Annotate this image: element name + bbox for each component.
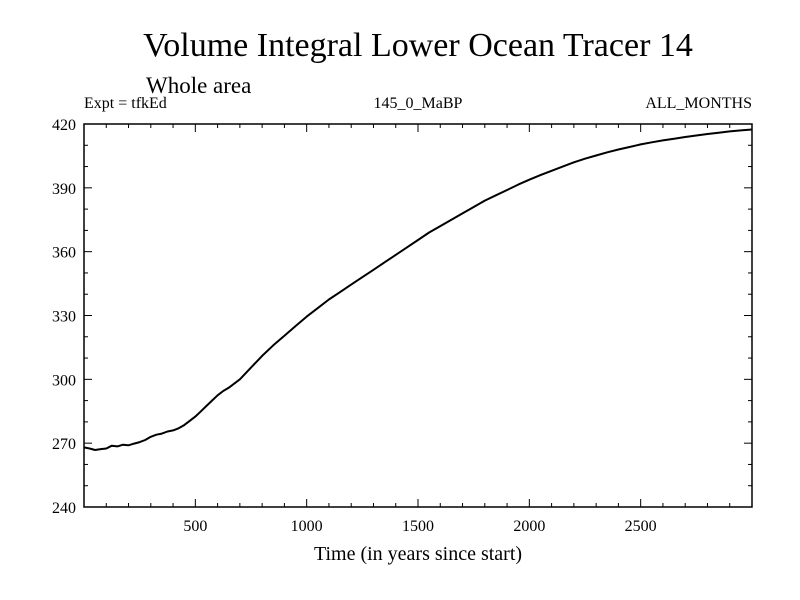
y-tick-label: 360 [52,245,76,262]
period-label: 145_0_MaBP [374,95,463,112]
plot-area [83,128,753,451]
y-tick-label: 240 [52,500,76,517]
plot-frame [83,123,753,508]
x-tick-label: 2500 [625,518,657,535]
y-tick-label: 300 [52,372,76,389]
chart-title: Volume Integral Lower Ocean Tracer 14 [143,27,693,64]
x-tick-label: 500 [183,518,207,535]
expt-label: Expt = tfkEd [84,95,167,112]
y-tick-label: 390 [52,181,76,198]
chart-subtitle: Whole area [146,73,251,98]
y-tick-label: 420 [52,117,76,134]
y-axis: 240 270 300 330 360 390 420 [52,117,752,517]
x-axis-label: Time (in years since start) [314,543,522,565]
series-line [83,128,753,451]
y-tick-label: 270 [52,436,76,453]
x-tick-label: 2000 [513,518,545,535]
months-label: ALL_MONTHS [645,95,752,112]
x-tick-label: 1500 [402,518,434,535]
y-tick-label: 330 [52,309,76,326]
x-tick-label: 1000 [291,518,323,535]
x-axis: 500 1000 1500 2000 2500 [105,124,731,535]
